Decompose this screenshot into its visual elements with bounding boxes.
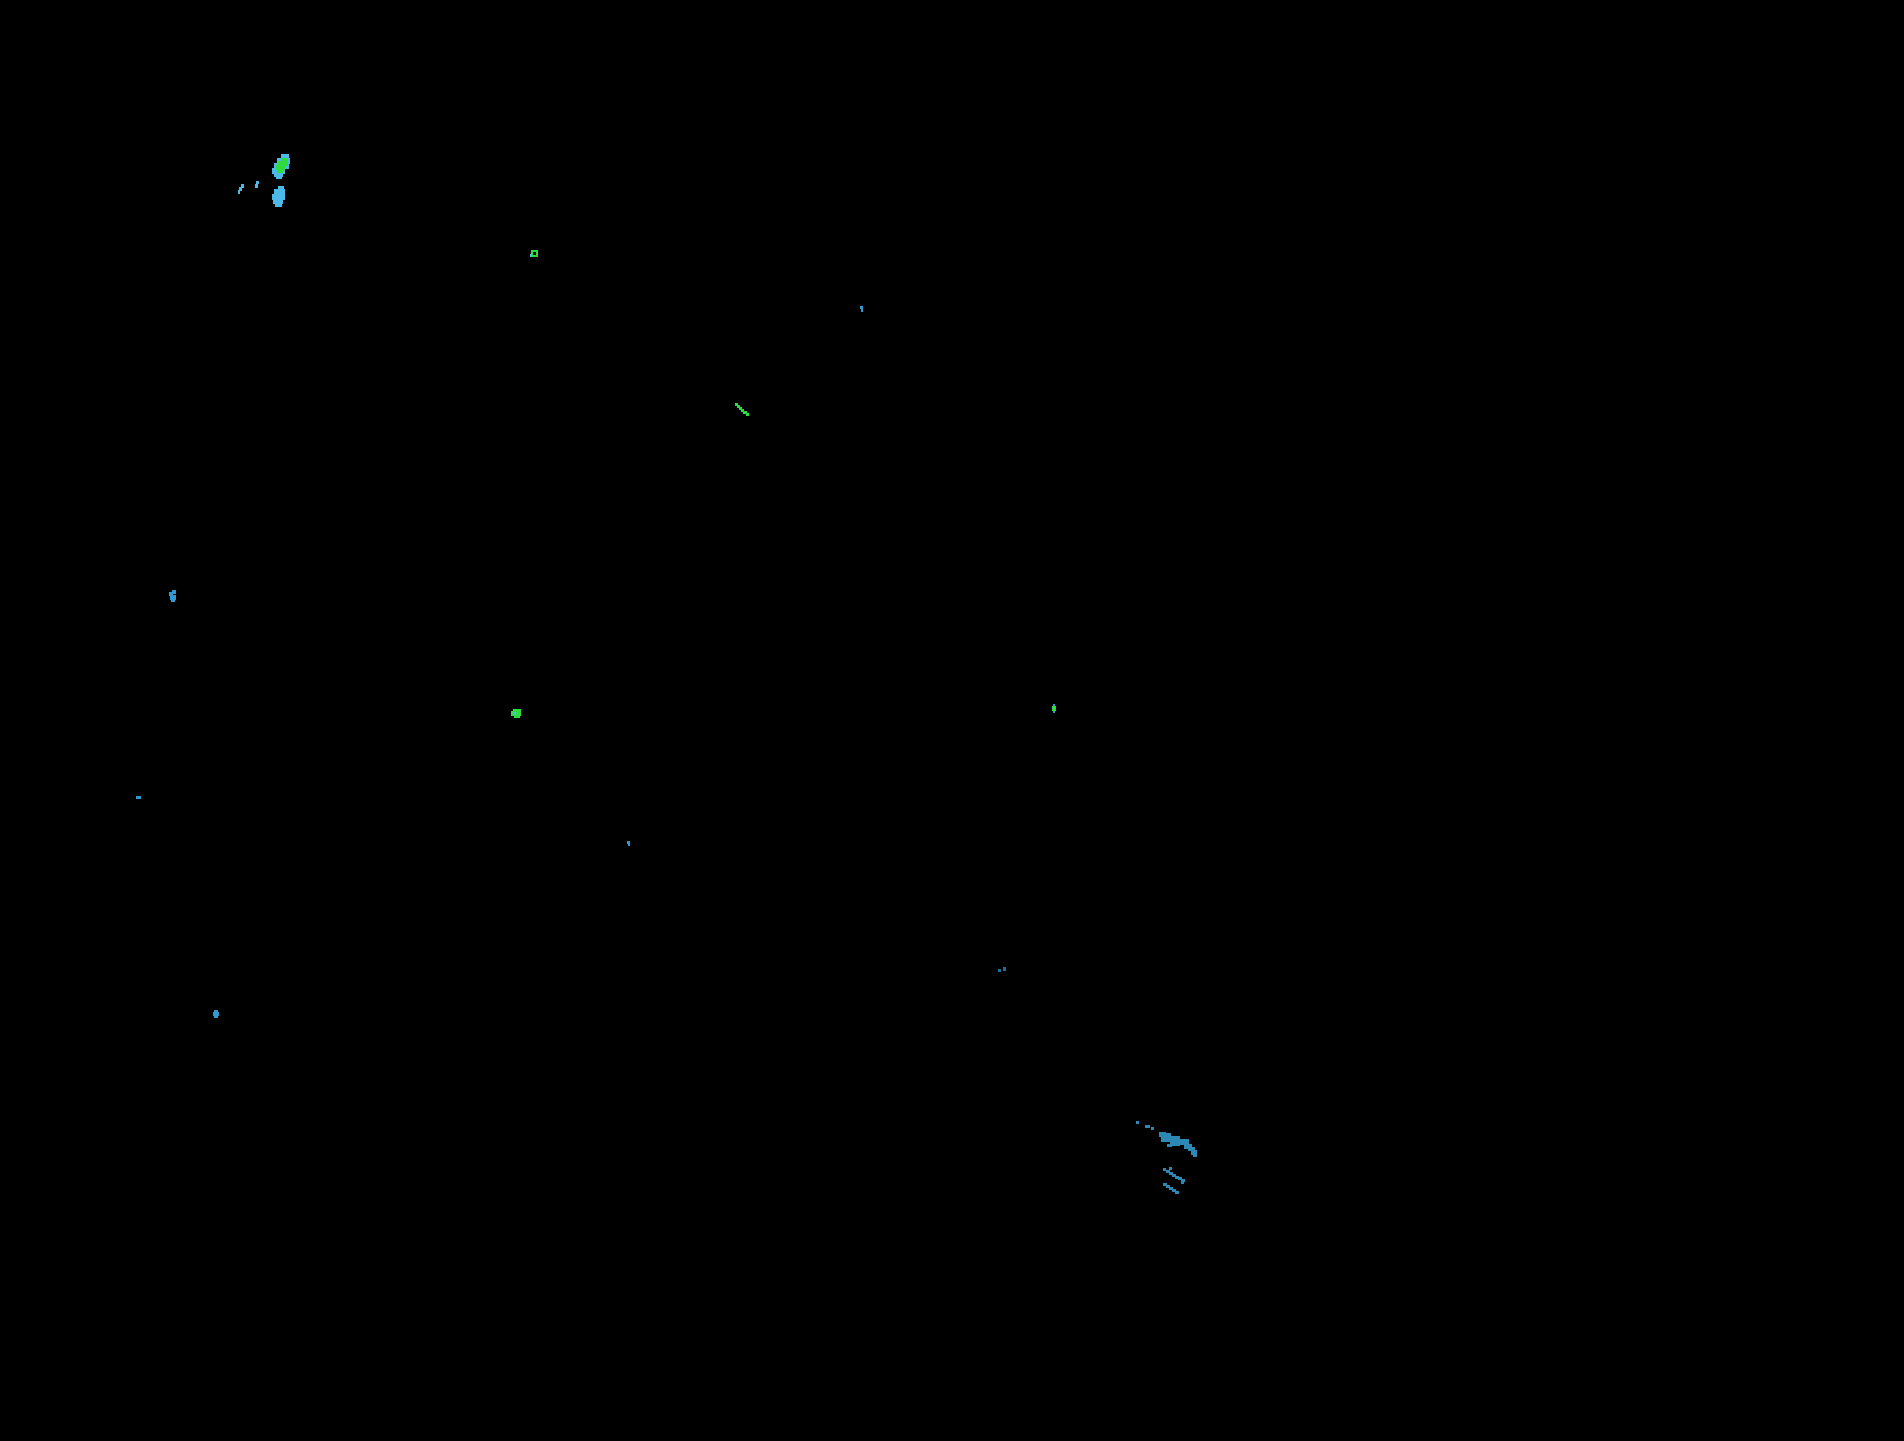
island-chain-southeast-pixel xyxy=(1193,1154,1197,1157)
nw-blue-island-pixel xyxy=(273,199,283,204)
island-chain-southeast-pixel xyxy=(1161,1136,1168,1142)
green-islet-east-pixel xyxy=(1053,711,1055,713)
islet-north-central-pixel xyxy=(861,309,863,312)
island-chain-southeast-pixel xyxy=(1184,1144,1192,1149)
green-islet-east-pixel xyxy=(1052,706,1056,711)
island-chain-southeast-pixel xyxy=(1170,1141,1180,1146)
green-reef-streak-pixel xyxy=(746,413,749,416)
island-chain-southeast-pixel xyxy=(1169,1167,1172,1170)
island-chain-southeast-pixel xyxy=(1167,1144,1172,1147)
nw-blue-island-pixel xyxy=(278,186,284,190)
island-strip-southeast-b-pixel xyxy=(1175,1191,1179,1194)
island-chain-southeast-pixel xyxy=(1168,1136,1180,1142)
island-strip-southeast-a-pixel xyxy=(1181,1179,1185,1182)
islet-southwest-pixel xyxy=(214,1016,218,1018)
green-reef-streak-pixel xyxy=(737,405,740,408)
islet-southwest-pixel xyxy=(213,1012,219,1016)
islet-pair-southeast-pixel xyxy=(1003,967,1006,971)
nw-islet-dash-a-pixel xyxy=(239,187,242,191)
nw-green-island-pixel xyxy=(281,154,289,159)
nw-blue-island-pixel xyxy=(274,189,285,195)
nw-green-island-pixel xyxy=(281,158,288,162)
islet-southwest-pixel xyxy=(214,1010,218,1013)
green-island-central-pixel xyxy=(514,716,520,718)
island-chain-southeast-pixel xyxy=(1159,1132,1166,1137)
island-strip-southeast-a-pixel xyxy=(1163,1168,1166,1171)
island-strip-southeast-a-pixel xyxy=(1172,1174,1176,1177)
island-strip-southeast-b-pixel xyxy=(1172,1189,1176,1192)
nw-green-island-pixel xyxy=(278,161,288,166)
island-strip-southeast-a-pixel xyxy=(1175,1176,1179,1179)
nw-green-island-pixel xyxy=(274,163,289,169)
islet-north-central-pixel xyxy=(860,306,863,309)
island-strip-southeast-a-pixel xyxy=(1178,1177,1182,1180)
island-chain-southeast-pixel xyxy=(1166,1133,1171,1136)
island-strip-southeast-a-pixel xyxy=(1166,1170,1170,1173)
nw-blue-island-pixel xyxy=(275,203,282,207)
island-strip-southeast-a-pixel xyxy=(1169,1172,1173,1175)
green-atoll-north-pixel xyxy=(533,252,536,255)
island-chain-southeast-pixel xyxy=(1191,1150,1197,1155)
nw-islet-dash-b-pixel xyxy=(255,184,258,188)
nw-islet-dash-a-pixel xyxy=(241,184,244,188)
green-island-central-pixel xyxy=(513,709,521,712)
island-chain-southeast-pixel xyxy=(1151,1127,1154,1130)
green-island-central-pixel xyxy=(513,712,516,715)
islet-far-west-pixel xyxy=(136,796,141,799)
island-chain-southeast-pixel xyxy=(1136,1121,1139,1124)
nw-green-island-pixel xyxy=(272,168,285,174)
islet-pair-southeast-pixel xyxy=(998,969,1001,972)
islet-south-central-pixel xyxy=(627,841,630,844)
nw-green-island-pixel xyxy=(277,158,290,164)
green-atoll-north-pixel xyxy=(530,254,532,257)
nw-green-island-pixel xyxy=(276,165,285,170)
green-atoll-north-pixel xyxy=(531,250,538,257)
nw-green-island-pixel xyxy=(276,176,282,179)
green-islet-east-pixel xyxy=(1053,704,1055,706)
nw-green-island-pixel xyxy=(274,173,283,177)
green-island-central-pixel xyxy=(511,711,521,716)
island-strip-southeast-b-pixel xyxy=(1166,1185,1170,1188)
green-reef-streak-pixel xyxy=(743,411,747,414)
island-chain-southeast-pixel xyxy=(1180,1139,1189,1145)
islet-west-pixel xyxy=(171,600,175,602)
islet-west-pixel xyxy=(170,595,176,600)
island-chain-southeast-pixel xyxy=(1145,1125,1150,1128)
nw-islet-dash-a-pixel xyxy=(238,190,240,194)
island-strip-southeast-a-pixel xyxy=(1181,1182,1184,1184)
green-reef-streak-pixel xyxy=(735,403,738,406)
nw-islet-dash-b-pixel xyxy=(256,181,259,184)
nw-green-island-pixel xyxy=(277,169,283,173)
island-strip-southeast-b-pixel xyxy=(1169,1187,1173,1190)
green-reef-streak-pixel xyxy=(741,409,744,412)
green-reef-streak-pixel xyxy=(739,407,742,410)
islet-west-pixel xyxy=(169,592,173,596)
nw-blue-island-pixel xyxy=(272,194,285,200)
islet-west-pixel xyxy=(172,590,176,594)
island-strip-southeast-b-pixel xyxy=(1163,1183,1167,1186)
islet-south-central-pixel xyxy=(628,844,630,846)
island-chain-southeast-pixel xyxy=(1188,1147,1195,1151)
